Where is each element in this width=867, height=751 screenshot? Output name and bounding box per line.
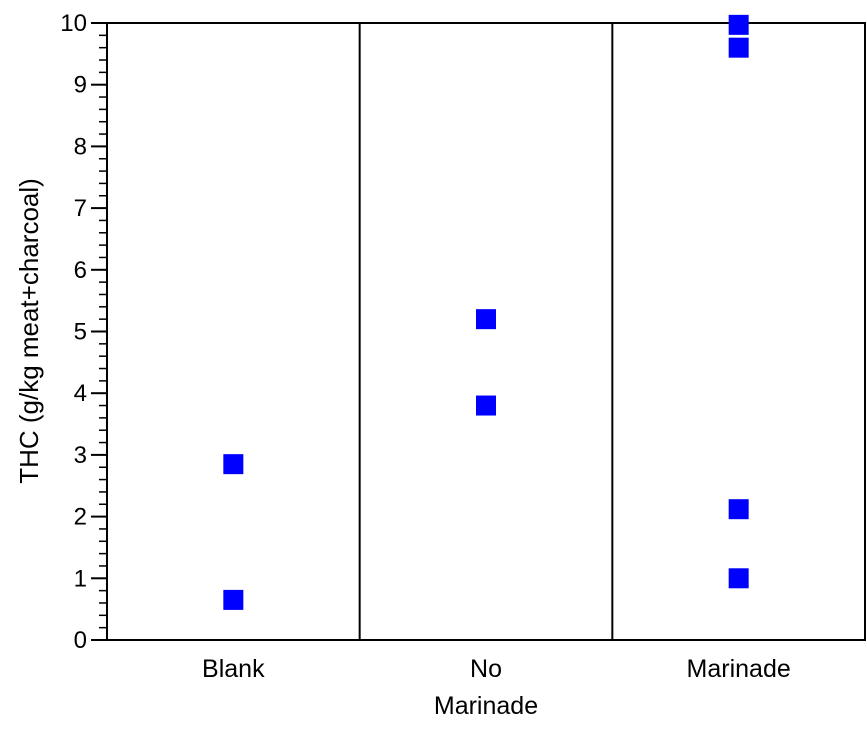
y-tick-label: 9: [74, 72, 87, 99]
y-tick-label: 7: [74, 195, 87, 222]
y-tick-label: 10: [60, 10, 87, 37]
y-tick-label: 0: [74, 627, 87, 654]
y-tick-label: 2: [74, 504, 87, 531]
y-axis: 0 1 2 3 4 5 6 7 8 9 10: [60, 10, 107, 654]
y-tick-label: 4: [74, 380, 87, 407]
x-category-label: Blank: [202, 655, 265, 683]
y-axis-title: THC (g/kg meat+charcoal): [14, 178, 44, 484]
data-point: [728, 37, 749, 58]
data-point: [476, 309, 496, 330]
data-point: [223, 589, 244, 610]
data-point: [728, 14, 749, 35]
data-point: [223, 454, 244, 475]
y-tick-label: 8: [74, 133, 87, 160]
y-tick-label: 3: [74, 442, 87, 469]
data-point: [728, 499, 749, 520]
y-tick-label: 5: [74, 319, 87, 346]
data-point: [728, 568, 749, 589]
x-category-label: No Marinade: [434, 655, 538, 720]
x-axis: Blank No Marinade Marinade: [202, 655, 791, 720]
data-points: [223, 14, 749, 610]
plot-frame: [106, 22, 866, 641]
data-point: [476, 395, 496, 416]
x-category-label: Marinade: [687, 655, 791, 683]
y-tick-label: 1: [74, 565, 87, 592]
y-tick-label: 6: [74, 257, 87, 284]
plot-border: [106, 22, 866, 641]
